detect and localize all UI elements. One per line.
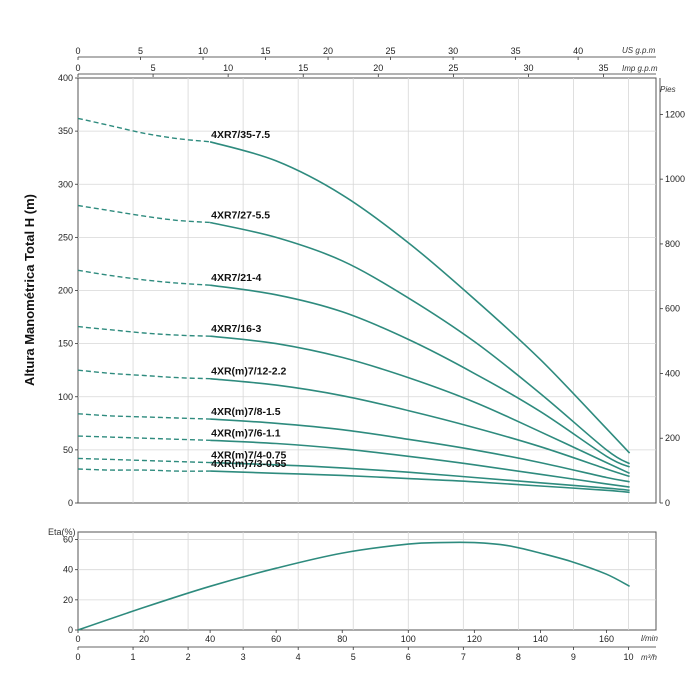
curve-dashed-segment xyxy=(77,457,211,464)
curve-dashed-segment xyxy=(77,369,211,380)
top-imp-tick-label: 0 xyxy=(75,63,80,73)
y-tick-label: 50 xyxy=(63,445,73,455)
curve-label: 4XR(m)7/12-2.2 xyxy=(211,366,286,378)
y-tick-label: 300 xyxy=(58,179,73,189)
m3h-tick-label: 4 xyxy=(296,652,301,662)
top-us-tick-label: 25 xyxy=(386,46,396,56)
curve-label: 4XR7/35-7.5 xyxy=(211,129,270,141)
curve-solid-segment xyxy=(209,221,631,465)
curve-label: 4XR7/27-5.5 xyxy=(211,210,270,222)
m3h-tick-label: 7 xyxy=(461,652,466,662)
curve-solid-segment xyxy=(209,141,631,454)
top-imp-tick-label: 35 xyxy=(599,63,609,73)
eta-tick-label: 20 xyxy=(63,595,73,605)
m3h-tick-label: 9 xyxy=(571,652,576,662)
top-axis-us-unit: US g.p.m xyxy=(622,46,656,55)
bottom-axis-lmin-unit: l/min xyxy=(641,634,658,643)
m3h-tick-label: 8 xyxy=(516,652,521,662)
top-us-tick-label: 30 xyxy=(448,46,458,56)
right-tick-label: 800 xyxy=(665,239,680,249)
top-imp-tick-label: 30 xyxy=(523,63,533,73)
label-layer: 4XR7/35-7.5 4XR7/27-5.5 4XR7/21-4 4XR7/16-3… xyxy=(211,129,286,470)
eta-axis-title: Eta(%) xyxy=(48,527,76,537)
curve-solid-segment xyxy=(210,418,630,483)
m3h-tick-label: 0 xyxy=(75,652,80,662)
curve-dashed-segment xyxy=(77,204,211,224)
curve-solid-segment xyxy=(210,335,630,475)
right-tick-label: 0 xyxy=(665,498,670,508)
curve-dashed-segment xyxy=(77,325,211,337)
top-us-tick-label: 35 xyxy=(511,46,521,56)
curve-dashed-segment xyxy=(77,468,211,472)
y-tick-label: 400 xyxy=(58,73,73,83)
top-us-tick-label: 20 xyxy=(323,46,333,56)
curve-dashed-segment xyxy=(77,117,211,143)
lmin-tick-label: 40 xyxy=(205,634,215,644)
right-tick-label: 600 xyxy=(665,304,680,314)
top-us-tick-label: 15 xyxy=(261,46,271,56)
curve-dashed-segment xyxy=(77,413,211,420)
m3h-tick-label: 3 xyxy=(241,652,246,662)
lmin-tick-label: 60 xyxy=(271,634,281,644)
top-imp-tick-label: 20 xyxy=(373,63,383,73)
right-tick-label: 1200 xyxy=(665,109,685,119)
m3h-tick-label: 2 xyxy=(186,652,191,662)
eta-tick-label: 40 xyxy=(63,565,73,575)
bottom-axis-m3h-unit: m³/h xyxy=(641,653,658,662)
curve-label: 4XR(m)7/6-1.1 xyxy=(211,427,281,439)
lmin-tick-label: 160 xyxy=(599,634,614,644)
curve-solid-segment xyxy=(210,377,630,478)
curve-label: 4XR(m)7/8-1.5 xyxy=(211,406,281,418)
curve-label: 4XR7/16-3 xyxy=(211,323,261,335)
lmin-tick-label: 140 xyxy=(533,634,548,644)
efficiency-curve xyxy=(77,541,630,631)
top-us-tick-label: 0 xyxy=(75,46,80,56)
lmin-tick-label: 100 xyxy=(401,634,416,644)
top-axis-imp-unit: Imp g.p.m xyxy=(622,64,658,73)
m3h-tick-label: 1 xyxy=(131,652,136,662)
lmin-tick-label: 0 xyxy=(75,634,80,644)
lmin-tick-label: 80 xyxy=(337,634,347,644)
top-imp-tick-label: 5 xyxy=(151,63,156,73)
lmin-tick-label: 120 xyxy=(467,634,482,644)
y-tick-label: 250 xyxy=(58,232,73,242)
curve-solid-segment xyxy=(210,470,630,494)
curve-solid-segment xyxy=(209,284,630,468)
efficiency-chart-frame xyxy=(77,531,657,631)
curve-dashed-segment xyxy=(77,435,211,441)
top-us-tick-label: 5 xyxy=(138,46,143,56)
right-tick-label: 1000 xyxy=(665,174,685,184)
eta-tick-label: 0 xyxy=(68,625,73,635)
curve-solid-segment xyxy=(210,439,630,488)
right-axis-unit: Pies xyxy=(660,85,676,94)
top-us-tick-label: 10 xyxy=(198,46,208,56)
y-tick-label: 150 xyxy=(58,339,73,349)
m3h-tick-label: 6 xyxy=(406,652,411,662)
lmin-tick-label: 20 xyxy=(139,634,149,644)
top-imp-tick-label: 15 xyxy=(298,63,308,73)
top-imp-tick-label: 10 xyxy=(223,63,233,73)
tick-layer: 0501001502002503003504000200400600800100… xyxy=(58,46,685,662)
top-us-tick-label: 40 xyxy=(573,46,583,56)
y-axis-title: Altura Manométrica Total H (m) xyxy=(22,194,37,386)
grid-layer xyxy=(78,78,656,630)
curve-label: 4XR7/21-4 xyxy=(211,272,261,284)
right-tick-label: 200 xyxy=(665,433,680,443)
m3h-tick-label: 10 xyxy=(623,652,633,662)
y-tick-label: 100 xyxy=(58,392,73,402)
y-tick-label: 350 xyxy=(58,126,73,136)
curve-label: 4XR(m)7/3-0.55 xyxy=(211,458,286,470)
m3h-tick-label: 5 xyxy=(351,652,356,662)
right-tick-label: 400 xyxy=(665,368,680,378)
y-tick-label: 200 xyxy=(58,286,73,296)
curve-label: 4XR(m)7/4-0.75 xyxy=(211,450,286,462)
eta-tick-label: 60 xyxy=(63,535,73,545)
y-tick-label: 0 xyxy=(68,498,73,508)
curve-layer xyxy=(77,117,631,631)
top-imp-tick-label: 25 xyxy=(448,63,458,73)
curve-dashed-segment xyxy=(77,269,211,286)
curve-solid-segment xyxy=(210,461,630,492)
